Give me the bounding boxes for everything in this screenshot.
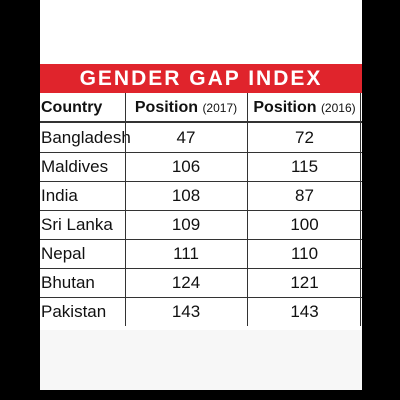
position-cell: 108: [171, 186, 201, 205]
row-divider: [40, 210, 362, 211]
column-header: Position (2017): [125, 93, 247, 122]
country-cell: Sri Lanka: [41, 215, 113, 234]
table-sheet: GENDER GAP INDEX Country Position (2017) P…: [40, 0, 362, 390]
position-cell: 47: [176, 128, 196, 147]
position-cell: 143: [290, 302, 319, 321]
position-cell: 87: [295, 186, 314, 205]
position-cell: 110: [290, 244, 319, 263]
country-cell: India: [41, 186, 78, 205]
column-header: Position (2016): [247, 93, 362, 122]
column-divider: [247, 93, 248, 326]
country-cell: Maldives: [41, 157, 109, 176]
row-divider: [40, 152, 362, 153]
position-cell: 115: [290, 157, 319, 176]
position-cell: 72: [295, 128, 314, 147]
row-divider: [40, 239, 362, 240]
header-divider: [40, 121, 362, 123]
column-header-main: Position: [253, 99, 317, 116]
row-divider: [40, 181, 362, 182]
column-header-main: Position: [134, 99, 198, 116]
column-header-note: (2016): [320, 101, 356, 115]
title-banner: GENDER GAP INDEX: [40, 64, 362, 93]
position-cell: 106: [171, 157, 201, 176]
row-divider: [40, 268, 362, 269]
country-cell: Bangladesh: [41, 128, 131, 147]
country-cell: Pakistan: [41, 302, 107, 321]
column-divider: [360, 93, 361, 326]
column-header: Country: [40, 93, 125, 122]
position-cell: 109: [171, 215, 201, 234]
position-cell: 111: [173, 244, 199, 263]
country-cell: Nepal: [41, 244, 86, 263]
footer-area: [40, 330, 362, 390]
position-cell: 124: [171, 273, 201, 292]
position-cell: 121: [290, 273, 319, 292]
column-divider: [125, 93, 126, 326]
position-cell: 100: [290, 215, 319, 234]
position-cell: 143: [171, 302, 201, 321]
country-cell: Bhutan: [41, 273, 95, 292]
column-header-note: (2017): [202, 101, 238, 115]
column-header-main: Country: [41, 99, 103, 116]
row-divider: [40, 297, 362, 298]
